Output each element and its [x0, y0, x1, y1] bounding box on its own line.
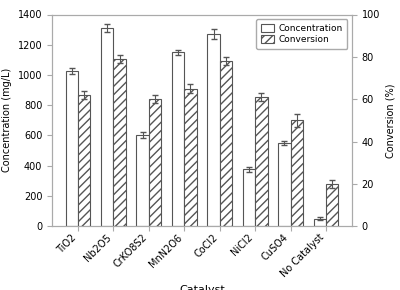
X-axis label: Catalyst: Catalyst — [179, 285, 225, 290]
Bar — [278, 143, 290, 226]
Bar — [255, 97, 268, 226]
Bar — [136, 135, 149, 226]
Bar — [314, 219, 326, 226]
Bar — [114, 59, 126, 226]
Bar — [290, 120, 303, 226]
Bar — [101, 28, 114, 226]
Bar — [220, 61, 232, 226]
Y-axis label: Conversion (%): Conversion (%) — [386, 83, 396, 157]
Legend: Concentration, Conversion: Concentration, Conversion — [256, 19, 348, 49]
Bar — [184, 89, 197, 226]
Y-axis label: Concentration (mg/L): Concentration (mg/L) — [2, 68, 12, 173]
Bar — [172, 52, 184, 226]
Bar — [66, 71, 78, 226]
Bar — [207, 34, 220, 226]
Bar — [326, 184, 338, 226]
Bar — [78, 95, 90, 226]
Bar — [243, 169, 255, 226]
Bar — [149, 99, 161, 226]
